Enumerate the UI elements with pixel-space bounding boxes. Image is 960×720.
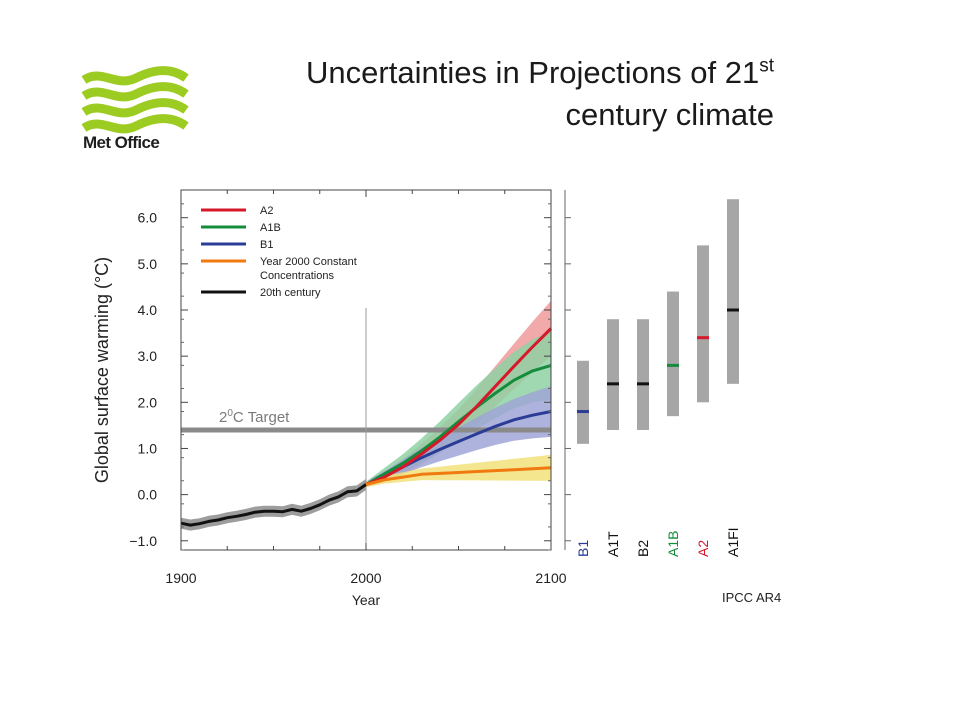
- uncertainty-band-a1b: [366, 330, 551, 488]
- range-label-b2: B2: [635, 540, 651, 557]
- range-label-a1t: A1T: [605, 531, 621, 557]
- x-tick-label: 2100: [535, 570, 566, 586]
- legend-label-b1: B1: [260, 239, 273, 251]
- y-tick-label: 1.0: [138, 440, 158, 456]
- title-line-1: Uncertainties in Projections of 21: [306, 55, 760, 90]
- title-line-2: century climate: [565, 97, 774, 132]
- logo-wave: [81, 82, 189, 102]
- y-tick-label: −1.0: [129, 533, 157, 549]
- range-bar-a1fi: [727, 199, 739, 384]
- range-label-b1: B1: [575, 540, 591, 557]
- legend-label-twentieth: 20th century: [260, 287, 321, 299]
- x-tick-label: 1900: [165, 570, 196, 586]
- x-tick-label: 2000: [350, 570, 381, 586]
- range-bar-b1: [577, 360, 589, 444]
- page-title: Uncertainties in Projections of 21st cen…: [306, 52, 774, 136]
- range-label-a1fi: A1FI: [725, 527, 741, 557]
- logo-wave: [81, 66, 189, 86]
- y-tick-label: 0.0: [138, 487, 158, 503]
- range-label-a2: A2: [695, 540, 711, 557]
- range-bar-a1b: [667, 291, 679, 417]
- y-axis-label: Global surface warming (°C): [92, 257, 112, 483]
- y-tick-label: 6.0: [138, 210, 158, 226]
- logo-wave: [81, 98, 189, 118]
- legend-label-a1b: A1B: [260, 222, 281, 234]
- series-line-a2: [365, 327, 553, 486]
- series-line-twentieth: [180, 483, 367, 527]
- range-label-a1b: A1B: [665, 531, 681, 557]
- range-bar-b2: [637, 319, 649, 430]
- y-tick-label: 4.0: [138, 302, 158, 318]
- title-superscript: st: [759, 55, 774, 77]
- logo-wave: [81, 114, 189, 134]
- y-tick-label: 2.0: [138, 394, 158, 410]
- source-label: IPCC AR4: [722, 590, 781, 605]
- target-label: 20C Target: [219, 408, 290, 426]
- y-tick-label: 3.0: [138, 348, 158, 364]
- range-bar-a1t: [607, 319, 619, 430]
- logo-text: Met Office: [83, 133, 160, 152]
- series-line-a1b: [365, 363, 552, 486]
- legend-label-constant-2: Concentrations: [260, 270, 334, 282]
- legend-label-constant: Year 2000 Constant: [260, 256, 357, 268]
- series-line-constant: [365, 466, 552, 486]
- legend-label-a2: A2: [260, 205, 273, 217]
- met-office-logo: [81, 66, 189, 134]
- range-bar-a2: [697, 245, 709, 403]
- x-axis-label: Year: [352, 592, 381, 608]
- y-tick-label: 5.0: [138, 256, 158, 272]
